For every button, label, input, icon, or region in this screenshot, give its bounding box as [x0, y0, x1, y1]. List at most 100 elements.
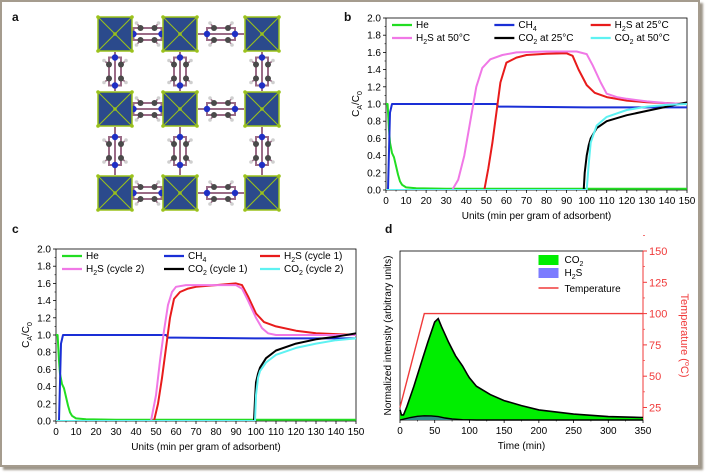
hydrogen-atom — [271, 160, 275, 164]
vertex-atom — [130, 15, 134, 19]
hydrogen-atom — [189, 58, 193, 63]
series-line-co2-at-50-c — [386, 103, 687, 190]
x-tick-label: 140 — [328, 427, 345, 438]
vertex-atom — [195, 208, 199, 212]
vertex-atom — [130, 208, 134, 212]
y-axis-label: Normalized intensity (arbitrary units) — [383, 255, 394, 415]
series-line-h2s-at-25-c — [386, 52, 687, 190]
carbon-atom — [137, 37, 144, 43]
carbon-atom — [171, 61, 177, 68]
x-tick-label: 150 — [679, 196, 696, 207]
hydrogen-atom — [102, 80, 106, 85]
hydrogen-atom — [249, 160, 253, 164]
series-line-ch4 — [386, 103, 687, 190]
legend-label: H2S at 25°C — [615, 20, 669, 33]
pyrazine-linker — [130, 96, 165, 122]
y-tick-label: 0.2 — [367, 168, 381, 179]
vertex-atom — [195, 174, 199, 178]
y-tick-label: 0.8 — [37, 348, 51, 359]
vertex-atom — [277, 15, 281, 19]
pyrazine-linker — [203, 96, 239, 122]
nitrogen-atom — [111, 82, 119, 89]
nitrogen-atom — [203, 189, 211, 197]
y2-tick-label: 100 — [649, 309, 667, 321]
y-tick-label: 1.2 — [37, 313, 51, 324]
vertex-atom — [113, 191, 117, 195]
legend-label-temperature: Temperature — [565, 284, 622, 295]
carbon-atom — [225, 37, 231, 43]
temperature-line — [399, 312, 643, 408]
carbon-atom — [225, 25, 231, 31]
panel-label-c: c — [12, 222, 19, 236]
x-tick-label: 110 — [268, 427, 284, 438]
pyrazine-linker — [102, 54, 128, 89]
x-tick-label: 0 — [383, 196, 389, 207]
carbon-atom — [265, 61, 271, 68]
y2-tick-label: 150 — [649, 246, 667, 258]
hydrogen-atom — [249, 58, 253, 63]
x-axis-label: Units (min per gram of adsorbent) — [131, 442, 281, 453]
y-tick-label: 1.8 — [367, 31, 381, 42]
vertex-atom — [243, 174, 247, 178]
vertex-atom — [161, 124, 165, 128]
hydrogen-atom — [156, 118, 161, 122]
hydrogen-atom — [230, 180, 234, 184]
y-tick-label: 2.0 — [367, 14, 381, 25]
carbon-atom — [183, 75, 189, 82]
metal-octahedron — [243, 15, 281, 53]
hydrogen-atom — [208, 118, 212, 122]
nitrogen-atom — [231, 105, 239, 113]
metal-octahedron — [161, 90, 199, 128]
carbon-atom — [106, 61, 112, 68]
y-tick-label: 0.2 — [37, 399, 51, 410]
carbon-atom — [171, 141, 177, 147]
vertex-atom — [96, 15, 100, 19]
carbon-atom — [151, 100, 158, 106]
hydrogen-atom — [230, 21, 234, 25]
vertex-atom — [96, 49, 100, 53]
nitrogen-atom — [111, 161, 119, 169]
carbon-atom — [137, 184, 144, 190]
carbon-atom — [106, 155, 112, 161]
y2-tick-label: 25 — [649, 402, 661, 414]
vertex-atom — [130, 174, 134, 178]
hydrogen-atom — [134, 202, 139, 206]
outline-co2 — [399, 317, 644, 419]
hydrogen-atom — [124, 160, 128, 164]
x-tick-label: 130 — [639, 196, 656, 207]
x-tick-label: 140 — [659, 196, 676, 207]
y-tick-label: 0.4 — [37, 382, 51, 393]
vertex-atom — [243, 90, 247, 94]
x-tick-label: 60 — [170, 427, 182, 438]
x-tick-label: 100 — [248, 427, 265, 438]
legend-label: CO2 (cycle 2) — [284, 264, 343, 277]
legend-label: CH4 — [518, 20, 536, 33]
hydrogen-atom — [230, 118, 234, 122]
carbon-atom — [118, 61, 124, 68]
nitrogen-atom — [111, 133, 119, 141]
x-tick-label: 110 — [599, 196, 615, 207]
x-tick-label: 60 — [501, 196, 513, 207]
legend-swatch-h2s — [538, 268, 559, 278]
x-tick-label: 250 — [565, 426, 582, 437]
hydrogen-atom — [134, 21, 139, 25]
y-tick-label: 1.4 — [37, 296, 51, 307]
x-tick-label: 120 — [288, 427, 305, 438]
carbon-atom — [211, 112, 217, 118]
hydrogen-atom — [189, 80, 193, 85]
vertex-atom — [130, 49, 134, 53]
outline-h2s — [399, 415, 643, 421]
carbon-atom — [183, 61, 189, 68]
legend-label: CO2 at 25°C — [518, 33, 573, 46]
carbon-atom — [211, 37, 217, 43]
pyrazine-linker — [167, 54, 193, 89]
hydrogen-atom — [167, 160, 171, 164]
carbon-atom — [211, 184, 217, 190]
vertex-atom — [195, 15, 199, 19]
vertex-atom — [243, 49, 247, 53]
vertex-atom — [113, 107, 117, 111]
carbon-atom — [118, 75, 124, 82]
carbon-atom — [171, 155, 177, 161]
nitrogen-atom — [231, 189, 239, 197]
legend-label: He — [416, 20, 429, 31]
